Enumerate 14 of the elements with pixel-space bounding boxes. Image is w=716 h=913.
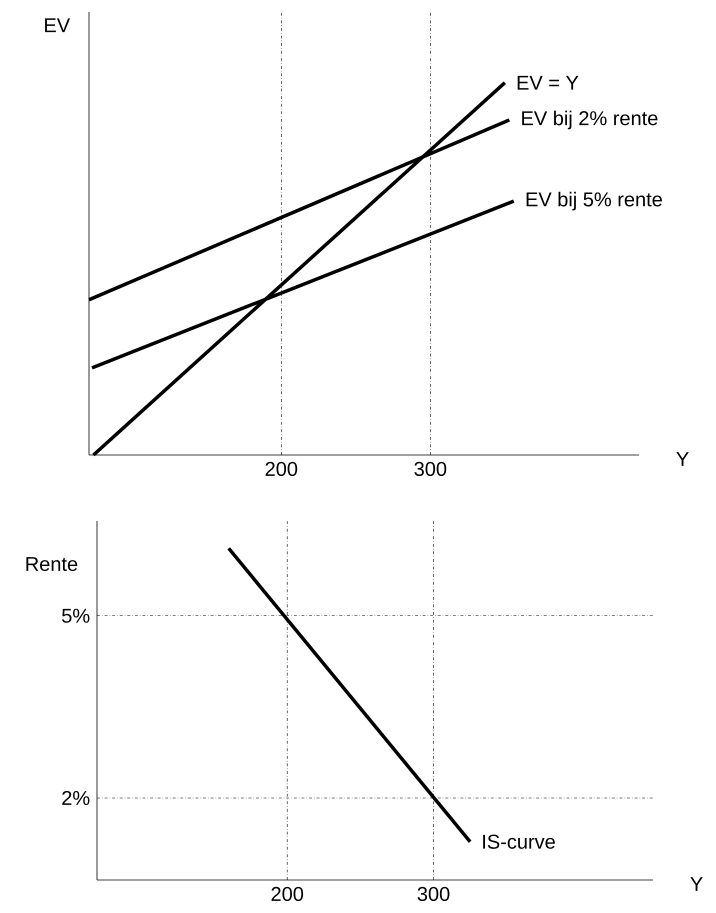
y-axis-title: Rente bbox=[26, 557, 78, 572]
y-axis-title: EV bbox=[45, 18, 70, 32]
series-label: IS-curve bbox=[483, 834, 555, 849]
series-label: EV bij 5% rente bbox=[526, 192, 662, 210]
x-tick-label: 200 bbox=[266, 462, 298, 476]
y-tick-label: 5% bbox=[62, 608, 90, 623]
x-tick-label: 300 bbox=[418, 886, 450, 902]
series-label: EV = Y bbox=[518, 76, 578, 90]
x-tick-label: 200 bbox=[272, 886, 304, 902]
x-axis-title: Y bbox=[690, 877, 703, 891]
series-label: EV bij 2% rente bbox=[522, 110, 658, 130]
x-axis-title: Y bbox=[676, 452, 689, 466]
y-tick-label: 2% bbox=[62, 790, 90, 806]
x-tick-label: 300 bbox=[414, 462, 446, 476]
